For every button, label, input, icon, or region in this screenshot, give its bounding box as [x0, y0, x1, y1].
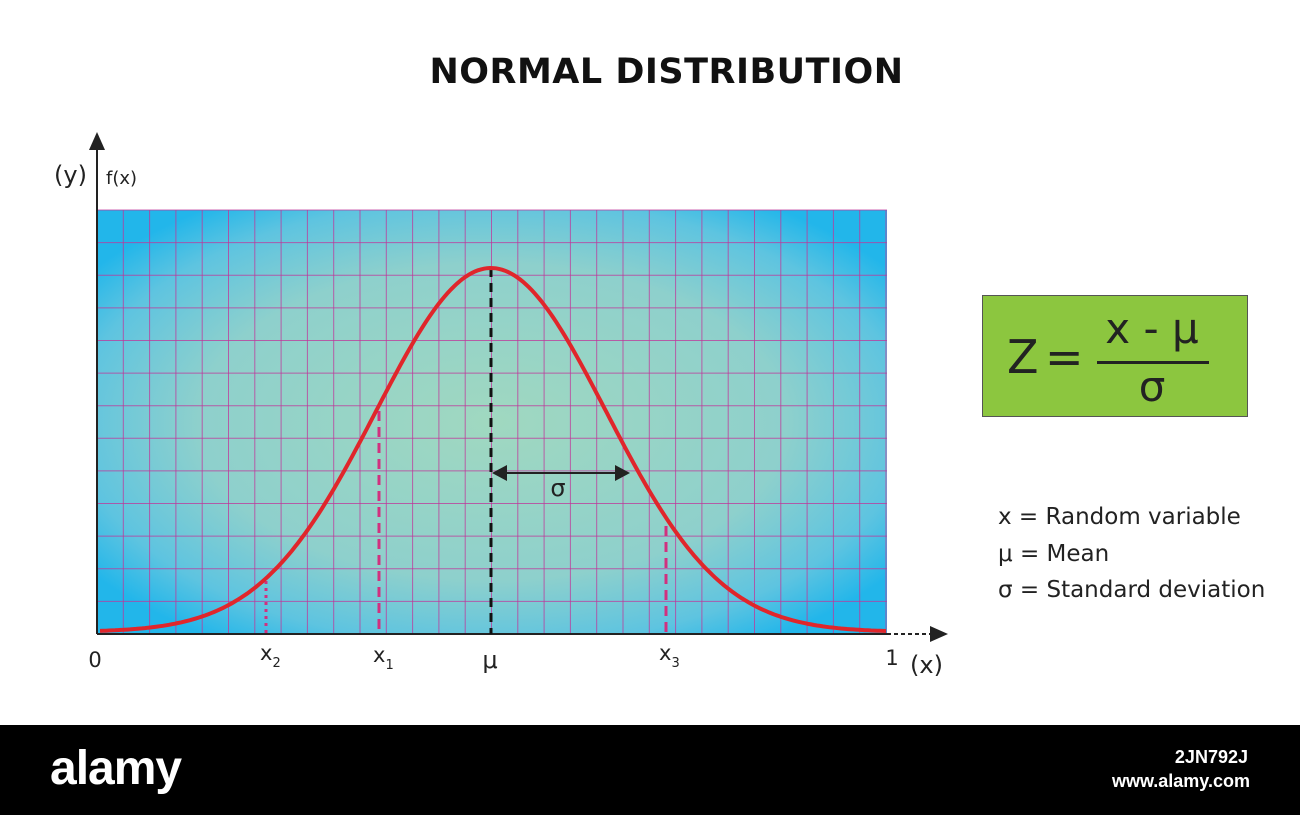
bell-curve [99, 265, 887, 633]
z-score-formula: Z = x - μ σ [982, 295, 1248, 417]
sigma-arrow-left-head [492, 465, 507, 481]
legend-item-random-variable: x = Random variable [998, 504, 1241, 530]
formula-z: Z [1007, 330, 1039, 384]
sigma-arrow-right-head [615, 465, 630, 481]
x-axis-start-label: 0 [88, 648, 101, 672]
normal-distribution-diagram: σ (y) f(x) 0 1 (x) x2 x1 μ x3 [54, 132, 948, 679]
y-axis-label: (y) [54, 161, 87, 189]
formula-denominator: σ [1138, 362, 1166, 411]
x2-label: x2 [260, 641, 281, 671]
formula-equals: = [1045, 330, 1084, 384]
footer-url: www.alamy.com [1111, 771, 1250, 791]
legend-item-mean: μ = Mean [998, 541, 1110, 567]
formula-fraction-bar [1097, 361, 1209, 364]
formula-numerator: x - μ [1105, 304, 1199, 353]
footer-bar: alamy 2JN792J www.alamy.com [0, 725, 1300, 815]
legend-item-standard-deviation: σ = Standard deviation [998, 577, 1266, 603]
sigma-label: σ [550, 474, 565, 502]
page-title: NORMAL DISTRIBUTION [429, 52, 904, 92]
x1-label: x1 [373, 643, 394, 673]
mean-label: μ [482, 646, 497, 674]
x-axis-arrow [930, 626, 948, 642]
y-axis-function-label: f(x) [106, 168, 137, 189]
footer-image-id: 2JN792J [1174, 747, 1248, 767]
x3-label: x3 [659, 641, 680, 671]
x-axis-label: (x) [910, 651, 943, 679]
footer-logo: alamy [50, 742, 182, 795]
x-axis-end-label: 1 [885, 646, 898, 670]
y-axis-arrow [89, 132, 105, 150]
